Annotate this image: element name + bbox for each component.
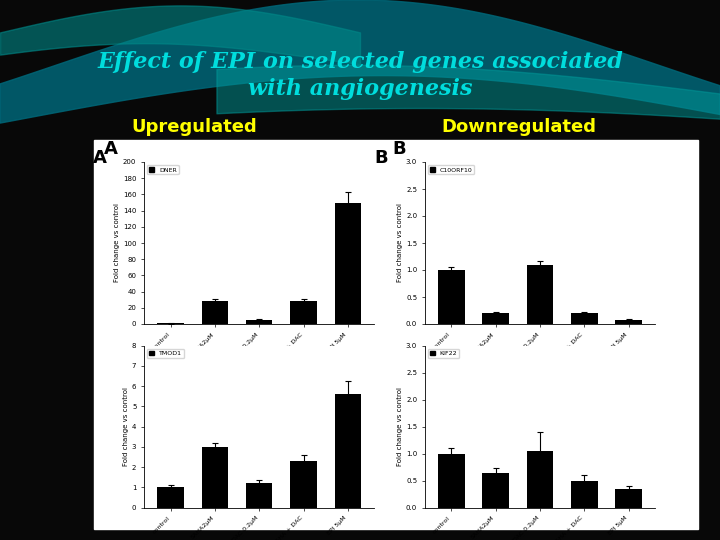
Bar <box>616 489 642 508</box>
Bar <box>527 265 553 324</box>
Bar <box>290 301 317 324</box>
Text: A: A <box>104 140 118 158</box>
Bar <box>335 202 361 324</box>
Bar <box>157 323 184 324</box>
Y-axis label: Fold change vs control: Fold change vs control <box>114 204 120 282</box>
Text: Upregulated: Upregulated <box>132 118 257 136</box>
Bar <box>616 320 642 324</box>
Text: B: B <box>392 140 406 158</box>
Legend: DNER: DNER <box>147 165 179 174</box>
Bar <box>335 394 361 508</box>
Legend: KIF22: KIF22 <box>428 349 459 358</box>
Bar <box>482 313 509 324</box>
Y-axis label: Fold change vs control: Fold change vs control <box>123 387 129 466</box>
Text: Effect of EPI on selected genes associated: Effect of EPI on selected genes associat… <box>97 51 623 73</box>
Bar <box>246 320 272 324</box>
Bar <box>202 301 228 324</box>
Bar <box>527 451 553 508</box>
Bar <box>571 313 598 324</box>
Y-axis label: Fold change vs control: Fold change vs control <box>397 387 403 466</box>
Bar <box>290 461 317 508</box>
Y-axis label: Fold change vs control: Fold change vs control <box>397 204 403 282</box>
Text: Downregulated: Downregulated <box>441 118 596 136</box>
Bar <box>571 481 598 508</box>
Legend: C10ORF10: C10ORF10 <box>428 165 474 174</box>
Bar <box>157 487 184 508</box>
Bar <box>438 454 464 508</box>
Legend: TMOD1: TMOD1 <box>147 349 184 358</box>
Text: A: A <box>94 149 107 167</box>
Bar <box>246 483 272 508</box>
Bar <box>202 447 228 508</box>
Text: B: B <box>374 149 388 167</box>
Text: with angiogenesis: with angiogenesis <box>248 78 472 100</box>
Bar <box>438 270 464 324</box>
Bar <box>482 472 509 508</box>
